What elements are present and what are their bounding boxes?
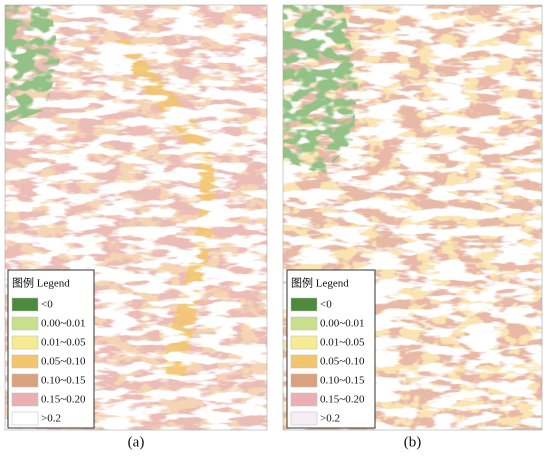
legend-label: 0.00~0.01 <box>41 318 85 330</box>
legend-label: 0.01~0.05 <box>41 337 86 349</box>
legend-swatch <box>12 412 38 425</box>
legend-label: 0.15~0.20 <box>41 394 86 406</box>
legend-swatch <box>291 374 317 387</box>
figure: 图例 Legend <0 0.00~0.01 0.01~0.05 0.05~0.10 0.… <box>0 0 544 455</box>
legend-label: <0 <box>41 299 53 311</box>
legend-label: >0.2 <box>320 413 340 425</box>
legend-swatch <box>12 393 38 406</box>
legend-label: >0.2 <box>41 413 61 425</box>
legend-label: 0.01~0.05 <box>320 337 365 349</box>
legend-swatch <box>12 355 38 368</box>
legend-title: 图例 Legend <box>291 276 349 290</box>
panel-label: (a) <box>128 434 145 450</box>
legend-swatch <box>291 393 317 406</box>
legend-label: 0.00~0.01 <box>320 318 364 330</box>
legend-swatch <box>291 298 317 311</box>
legend-swatch <box>12 298 38 311</box>
legend-label: 0.15~0.20 <box>320 394 365 406</box>
legend-label: 0.10~0.15 <box>320 375 365 387</box>
map-panel: 图例 Legend <0 0.00~0.01 0.01~0.05 0.05~0.10 0.… <box>5 5 267 430</box>
legend-swatch <box>291 336 317 349</box>
legend-swatch <box>291 355 317 368</box>
legend-label: 0.05~0.10 <box>41 356 86 368</box>
legend-label: 0.05~0.10 <box>320 356 365 368</box>
legend-swatch <box>12 317 38 330</box>
legend-label: <0 <box>320 299 332 311</box>
legend-swatch <box>291 412 317 425</box>
legend-label: 0.10~0.15 <box>41 375 86 387</box>
panel-label: (b) <box>404 434 422 450</box>
legend-swatch <box>12 374 38 387</box>
legend-swatch <box>12 336 38 349</box>
map-panel: 图例 Legend <0 0.00~0.01 0.01~0.05 0.05~0.10 0.… <box>283 5 542 430</box>
legend-swatch <box>291 317 317 330</box>
legend-title: 图例 Legend <box>12 276 70 290</box>
